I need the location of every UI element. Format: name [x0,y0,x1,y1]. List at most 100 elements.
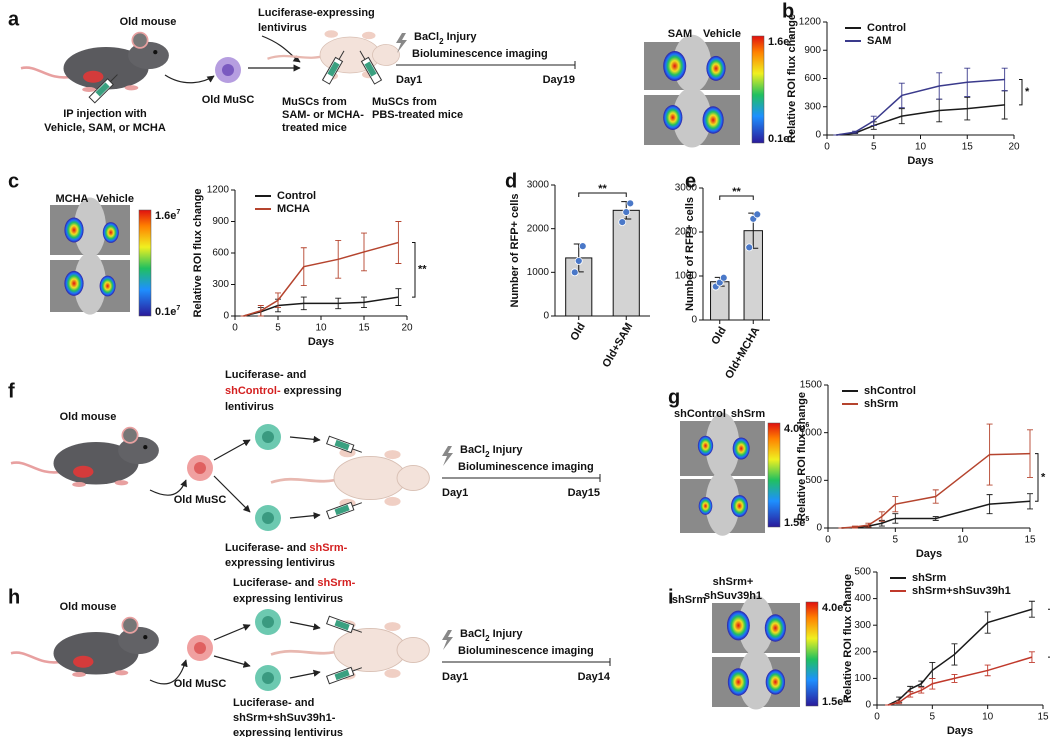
label-part: Injury [490,444,524,456]
y-tick-label: 0 [815,130,821,141]
label: 1.5e5 [822,695,847,708]
label-part: 0.1e [155,306,176,318]
label: Luciferase- and shSrm- [233,577,356,589]
x-tick-label: 20 [1008,142,1020,153]
panel-letter: h [8,586,20,608]
error-bar [907,691,914,698]
y-tick-label: 600 [212,248,229,259]
y-tick-label: 300 [212,279,229,290]
lightning-icon [442,630,453,650]
label: Vehicle, SAM, or MCHA [44,122,166,134]
legend-label: shSrm [864,398,898,410]
label-part: 2 [485,634,490,643]
error-bar [986,494,993,515]
error-bar [300,247,307,286]
cell-nucleus [194,462,206,474]
error-bar [898,108,905,125]
panel-letter: e [685,170,696,192]
error-bar [335,297,342,310]
legend-label: shControl [864,385,916,397]
label-part: 7 [789,132,793,139]
label: Old mouse [60,601,117,613]
syringe-needle [352,502,362,507]
cell-nucleus [262,616,274,628]
x-axis-label: Days [947,725,973,737]
error-bar [1028,600,1035,618]
label: lentivirus [225,401,274,413]
label-part: BaCl [460,628,485,640]
x-tick-label: 10 [315,323,327,334]
arrow [289,512,321,520]
panel-letter: d [505,170,517,192]
panel-letter: g [668,386,680,408]
mouse-ear [131,31,149,49]
error-bar [898,82,905,109]
label-part: 2 [439,37,444,46]
arrow [261,35,301,63]
error-bar [870,115,877,127]
label: Vehicle [703,28,741,40]
syringe-needle [110,74,118,82]
mouse-leg [384,622,401,632]
mouse-body [333,627,407,673]
x-tick-label: Old+SAM [600,321,635,370]
mouse-leg [384,450,401,460]
label-part: 4.0e [822,602,843,614]
label-part: 7 [789,35,793,42]
label-part: BaCl [414,31,439,43]
label: shSrm [731,408,765,420]
x-tick-label: 10 [982,712,994,723]
significance-bracket [719,195,754,200]
significance-bracket [412,242,416,298]
y-tick-label: 400 [854,593,871,604]
error-bar [892,513,899,524]
label: Luciferase- and [233,697,314,709]
label-part: Luciferase- and [233,577,317,589]
error-bar [395,221,402,264]
label: Old MuSC [202,94,255,106]
label-part: shControl- [225,385,281,397]
cell-nucleus [222,64,234,76]
legend-label: Control [867,22,906,34]
error-bar [335,239,342,279]
x-tick-label: 5 [893,535,899,546]
mouse-foot [82,86,96,93]
syringe-liquid [327,61,340,77]
x-tick-label: Old [568,321,588,343]
syringe-liquid [95,82,110,97]
arrow [213,655,251,668]
label: SAM- or MCHA- [282,109,364,121]
syringe-liquid [334,619,350,631]
error-bar [1028,651,1035,663]
x-tick-label: 0 [824,142,830,153]
x-tick-label: 10 [915,142,927,153]
label-part: 7 [176,305,180,312]
y-tick-label: 1000 [800,427,823,438]
arrow [289,621,321,631]
syringe-liquid [364,61,377,77]
label-part: 6 [843,601,847,608]
label-part: 1.5e [822,696,843,708]
mouse-tail [20,66,73,79]
y-tick-label: 300 [854,620,871,631]
luminescence-signal [99,275,116,297]
mouse-head [118,436,159,465]
label-part: 6 [805,422,809,429]
label-part: 1.5e [784,517,805,529]
label: Day14 [578,671,611,683]
error-bar [984,611,991,634]
y-tick-label: 1000 [527,267,550,278]
x-tick-label: 10 [957,535,969,546]
panel-letter: i [668,586,674,608]
syringe [325,666,362,685]
syringe-liquid [334,439,350,451]
data-point [745,243,754,252]
y-axis-label: Number of RFP+ cells [684,197,696,311]
imaging-body [738,649,774,710]
y-tick-label: 100 [854,673,871,684]
lightning-icon [442,446,453,466]
legend-label: shSrm [912,572,946,584]
syringe [321,50,345,85]
label: Day1 [442,487,468,499]
mouse-top-view [270,620,430,680]
